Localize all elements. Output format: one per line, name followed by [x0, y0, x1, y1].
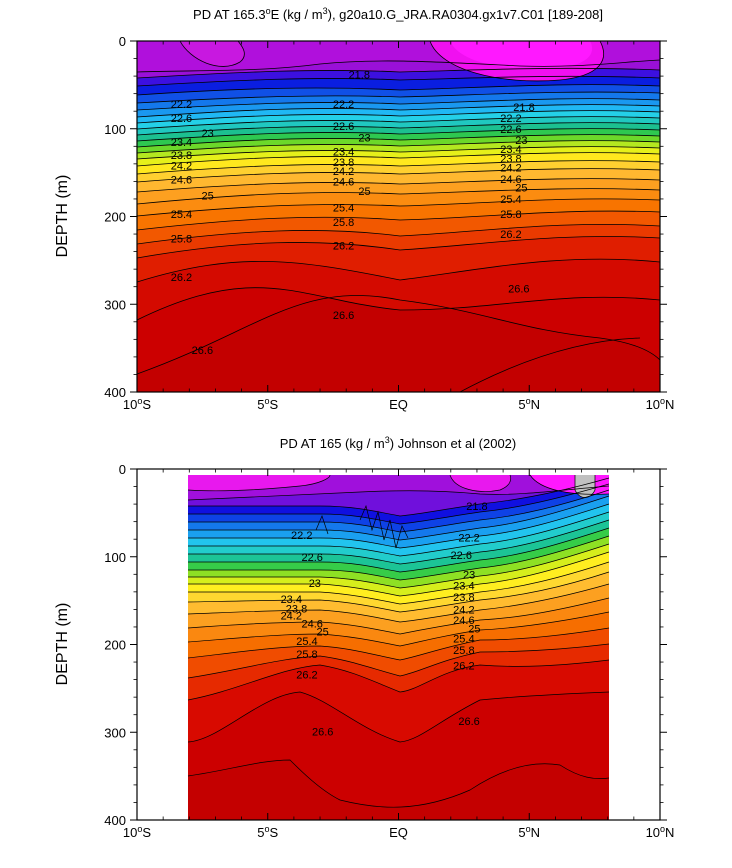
y-tick-label: 200: [104, 210, 126, 225]
x-tick-label: 10oS: [123, 824, 151, 840]
contour-label: 26.6: [458, 716, 479, 728]
contour-label: 25.4: [453, 633, 474, 645]
contour-label: 23.8: [286, 604, 307, 616]
y-tick-label: 400: [104, 813, 126, 828]
contour-label: 22.6: [333, 121, 354, 133]
contour-label: 26.6: [333, 310, 354, 322]
contour-label: 25.4: [333, 203, 354, 215]
panel-top-ylabel: DEPTH (m): [54, 175, 71, 258]
contour-label: 21.8: [466, 501, 487, 513]
contour-label: 23.4: [500, 144, 521, 156]
contour-label: 24.2: [500, 162, 521, 174]
contour-label: 23: [358, 133, 370, 145]
contour-label: 26.2: [500, 229, 521, 241]
y-tick-label: 200: [104, 638, 126, 653]
contour-label: 22.2: [458, 532, 479, 544]
panel-top: PD AT 165.3oE (kg / m3), g20a10.G_JRA.RA…: [54, 6, 674, 412]
contour-label: 23.8: [500, 154, 521, 166]
contour-label: 23.4: [281, 594, 302, 606]
contour-label: 24.6: [171, 175, 192, 187]
contour-label: 26.6: [508, 283, 529, 295]
contour-label: 22.2: [171, 99, 192, 111]
contour-label: 25.8: [171, 233, 192, 245]
contour-label: 21.8: [513, 102, 534, 114]
panel-top-contour-labels: 21.821.822.2 22.222.222.622.6 22.623 23 2323…: [171, 69, 535, 357]
contour-label: 23.4: [453, 581, 474, 593]
panel-top-axes: 10oS 5oS EQ 5oN 10oN 0 100 200 300 400: [104, 34, 674, 412]
contour-label: 26.2: [453, 661, 474, 673]
x-tick-label: EQ: [389, 825, 408, 840]
contour-label: 25: [201, 190, 213, 202]
contour-label: 23: [463, 569, 475, 581]
contour-label: 25.8: [453, 645, 474, 657]
contour-label: 25.4: [296, 636, 317, 648]
contour-label: 22.6: [171, 113, 192, 125]
y-tick-label: 100: [104, 550, 126, 565]
contour-label: 23.4: [333, 147, 354, 159]
x-tick-label: 5oN: [518, 824, 540, 840]
x-tick-label: EQ: [389, 397, 408, 412]
contour-label: 26.6: [312, 726, 333, 738]
contour-label: 22.6: [451, 550, 472, 562]
contour-label: 24.6: [500, 174, 521, 186]
contour-label: 25: [468, 624, 480, 636]
contour-label: 25: [317, 626, 329, 638]
contour-label: 25.8: [500, 209, 521, 221]
x-tick-label: 10oS: [123, 396, 151, 412]
contour-label: 23.8: [333, 157, 354, 169]
contour-label: 23.8: [171, 150, 192, 162]
contour-label: 24.2: [333, 166, 354, 178]
panel-bottom-axes: 10oS 5oS EQ 5oN 10oN 0 100 200 300 400: [104, 462, 674, 840]
contour-label: 23.4: [171, 137, 192, 149]
contour-label: 22.2: [500, 113, 521, 125]
contour-label: 25.4: [500, 194, 521, 206]
contour-label: 23: [201, 128, 213, 140]
contour-label: 24.2: [453, 604, 474, 616]
contour-label: 22.2: [333, 99, 354, 111]
contour-label: 25: [358, 186, 370, 198]
contour-label: 26.6: [192, 345, 213, 357]
contour-label: 24.2: [281, 611, 302, 623]
contour-label: 24.6: [453, 615, 474, 627]
y-tick-label: 0: [119, 34, 126, 49]
x-tick-label: 5oS: [257, 396, 278, 412]
contour-label: 21.8: [349, 69, 370, 81]
x-tick-label: 10oN: [646, 396, 675, 412]
panel-bottom-ylabel: DEPTH (m): [54, 603, 71, 686]
panel-top-fill: [137, 41, 660, 392]
panel-bottom-fill: [187, 474, 610, 820]
x-tick-label: 5oS: [257, 824, 278, 840]
contour-label: 23.8: [453, 592, 474, 604]
contour-label: 25: [515, 183, 527, 195]
contour-label: 22.2: [291, 530, 312, 542]
contour-label: 26.2: [171, 272, 192, 284]
contour-label: 26.2: [296, 669, 317, 681]
contour-label: 25.8: [296, 649, 317, 661]
contour-label: 23: [515, 135, 527, 147]
x-tick-label: 10oN: [646, 824, 675, 840]
panel-bottom: PD AT 165 (kg / m3) Johnson et al (2002): [54, 435, 674, 840]
contour-label: 26.2: [333, 240, 354, 252]
contour-label: 24.6: [301, 618, 322, 630]
contour-label: 22.6: [500, 124, 521, 136]
contour-label: 25.4: [171, 209, 192, 221]
contour-label: 25.8: [333, 217, 354, 229]
y-tick-label: 400: [104, 385, 126, 400]
panel-bottom-title: PD AT 165 (kg / m3) Johnson et al (2002): [280, 435, 517, 451]
x-tick-label: 5oN: [518, 396, 540, 412]
panel-bottom-contour-labels: 21.822.2 22.222.6 22.6232323.423.423.823.8…: [281, 501, 488, 739]
contour-label: 23: [309, 578, 321, 590]
y-tick-label: 100: [104, 122, 126, 137]
panel-top-title: PD AT 165.3oE (kg / m3), g20a10.G_JRA.RA…: [193, 6, 603, 22]
contour-label: 22.6: [301, 552, 322, 564]
y-tick-label: 300: [104, 297, 126, 312]
y-tick-label: 300: [104, 725, 126, 740]
contour-label: 24.2: [171, 161, 192, 173]
contour-label: 24.6: [333, 176, 354, 188]
y-tick-label: 0: [119, 462, 126, 477]
